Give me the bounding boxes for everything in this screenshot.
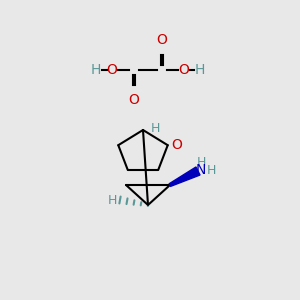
Text: O: O [172, 138, 183, 152]
Text: H: H [196, 155, 206, 169]
Text: H: H [107, 194, 117, 206]
Text: H: H [195, 63, 205, 77]
Text: O: O [106, 63, 117, 77]
Text: O: O [157, 33, 167, 47]
Text: O: O [129, 93, 140, 107]
Text: N: N [196, 163, 206, 177]
Text: H: H [206, 164, 216, 176]
Text: O: O [178, 63, 189, 77]
Text: H: H [151, 122, 160, 134]
Polygon shape [169, 167, 200, 186]
Text: H: H [91, 63, 101, 77]
